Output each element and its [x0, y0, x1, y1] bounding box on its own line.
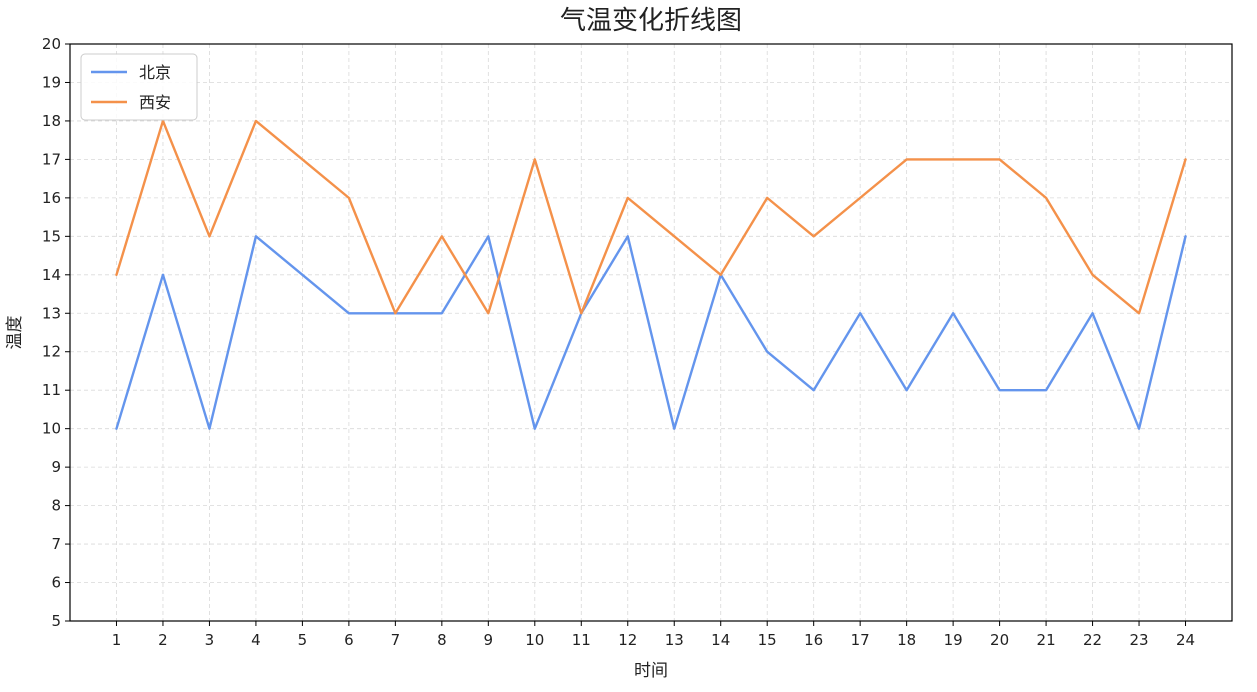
x-tick-label: 16 [804, 631, 823, 649]
x-tick-label: 5 [298, 631, 308, 649]
x-tick-label: 6 [344, 631, 354, 649]
y-tick-label: 17 [42, 150, 61, 168]
y-tick-label: 12 [42, 343, 61, 361]
y-tick-label: 9 [51, 458, 61, 476]
plot-frame [69, 43, 1233, 622]
x-tick-label: 23 [1129, 631, 1148, 649]
x-tick-label: 4 [251, 631, 261, 649]
x-tick-label: 11 [572, 631, 591, 649]
x-tick-label: 3 [205, 631, 215, 649]
y-tick-label: 11 [42, 381, 61, 399]
x-tick-label: 8 [437, 631, 447, 649]
x-tick-label: 24 [1176, 631, 1195, 649]
x-tick-label: 7 [391, 631, 401, 649]
x-tick-label: 21 [1037, 631, 1056, 649]
y-tick-label: 14 [42, 266, 61, 284]
x-axis-label: 时间 [634, 661, 668, 681]
y-tick-label: 6 [51, 574, 61, 592]
y-tick-label: 5 [51, 612, 61, 630]
y-tick-label: 19 [42, 73, 61, 91]
legend-label: 北京 [139, 63, 171, 82]
legend-box [80, 53, 198, 121]
y-tick-label: 10 [42, 420, 61, 438]
legend-label: 西安 [139, 93, 171, 112]
series-lines [115, 119, 1187, 430]
x-tick-label: 13 [665, 631, 684, 649]
x-tick-label: 10 [525, 631, 544, 649]
y-tick-label: 15 [42, 227, 61, 245]
x-tick-label: 12 [618, 631, 637, 649]
series-line-2 [115, 119, 1187, 315]
axis-ticks: 1 2 3 4 5 6 7 8 9 10 11 12 13 14 15 16 17 18 19 20 21 22 23 245… [42, 35, 1195, 649]
y-tick-label: 7 [51, 535, 61, 553]
chart-title: 气温变化折线图 [560, 6, 742, 36]
y-axis-label: 温度 [5, 316, 25, 350]
x-tick-label: 14 [711, 631, 730, 649]
series-line-1 [115, 235, 1187, 430]
y-tick-label: 20 [42, 35, 61, 53]
x-tick-label: 15 [758, 631, 777, 649]
x-tick-label: 18 [897, 631, 916, 649]
x-tick-label: 2 [158, 631, 168, 649]
y-tick-label: 8 [51, 497, 61, 515]
x-tick-label: 1 [112, 631, 122, 649]
x-tick-label: 17 [851, 631, 870, 649]
y-tick-label: 13 [42, 304, 61, 322]
y-tick-label: 16 [42, 189, 61, 207]
x-tick-label: 19 [944, 631, 963, 649]
x-tick-label: 20 [990, 631, 1009, 649]
x-tick-label: 9 [484, 631, 494, 649]
x-tick-label: 22 [1083, 631, 1102, 649]
y-tick-label: 18 [42, 112, 61, 130]
